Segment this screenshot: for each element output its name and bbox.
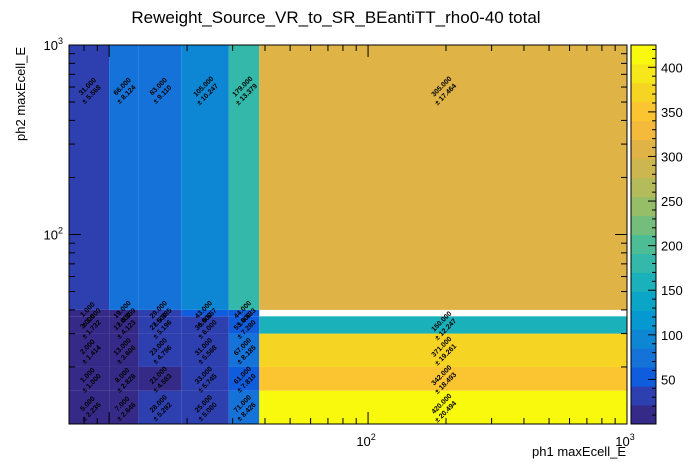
colorbar-tick-label: 50 (661, 372, 675, 387)
colorbar-frame (630, 44, 657, 425)
colorbar-segment (631, 234, 656, 254)
heatmap-cell (181, 366, 229, 391)
colorbar-segment (631, 405, 656, 425)
x-tick-label: 102 (356, 432, 375, 449)
heatmap-cell (69, 309, 110, 317)
colorbar-tick-label: 150 (661, 283, 683, 298)
heatmap-cell (228, 309, 260, 317)
heatmap-cell (181, 333, 229, 367)
y-tick-label: 103 (44, 36, 63, 53)
colorbar-segment (631, 291, 656, 311)
colorbar-segment (631, 82, 656, 103)
heatmap-cell (259, 45, 627, 310)
colorbar-segment (631, 367, 656, 387)
colorbar-segment (631, 120, 656, 141)
heatmap-cell (259, 366, 627, 391)
heatmap-cell (259, 333, 627, 367)
colorbar-segment (631, 45, 656, 65)
heatmap-cell (138, 333, 182, 367)
axis-tick-labels: 102 103 102 103 (44, 36, 635, 449)
y-tick-label: 102 (44, 226, 63, 243)
heatmap-cell (181, 45, 229, 310)
colorbar-segment (631, 253, 656, 273)
heatmap-cell (109, 390, 139, 424)
heatmap-cell (259, 390, 627, 424)
axis-ticks (68, 44, 628, 425)
heatmap-cell (259, 316, 627, 334)
colorbar-segment (631, 329, 656, 349)
colorbar-segment (631, 272, 656, 292)
colorbar-tick-label: 300 (661, 149, 683, 164)
heatmap-cell (138, 366, 182, 391)
heatmap-cell (69, 333, 110, 367)
colorbar-tick-label: 100 (661, 328, 683, 343)
heatmap-cell (138, 309, 182, 317)
heatmap-cell (109, 45, 139, 310)
colorbar-tick-label: 350 (661, 105, 683, 120)
heatmap-cells (69, 45, 627, 424)
colorbar-tick-label: 400 (661, 60, 683, 75)
colorbar-segment (631, 101, 656, 122)
x-axis-label: ph1 maxEcell_E (532, 444, 626, 459)
colorbar-segment (631, 215, 656, 235)
colorbar-segment (631, 386, 656, 406)
heatmap-cell (69, 316, 110, 334)
colorbar-segment (631, 348, 656, 368)
heatmap-cell (228, 45, 260, 310)
heatmap-cell (181, 316, 229, 334)
colorbar-tick-label: 250 (661, 194, 683, 209)
heatmap-cell (109, 333, 139, 367)
color-scale-labels: 50 100 150 200 250 300 350 400 (661, 60, 683, 387)
colorbar-segment (631, 63, 656, 84)
heatmap-cell (181, 390, 229, 424)
heatmap-cell (69, 366, 110, 391)
color-scale-bar (630, 44, 657, 425)
chart-title: Reweight_Source_VR_to_SR_BEantiTT_rho0-4… (131, 8, 540, 27)
heatmap-cell (138, 45, 182, 310)
heatmap-cell (181, 309, 229, 317)
colorbar-segment (631, 158, 656, 179)
heatmap-cell (228, 333, 260, 367)
heatmap-cell (109, 366, 139, 391)
heatmap-cell (138, 316, 182, 334)
colorbar-segment (631, 139, 656, 160)
heatmap-cell (228, 316, 260, 334)
colorbar-segment (631, 177, 656, 198)
colorbar-tick-label: 200 (661, 239, 683, 254)
heatmap-cell (228, 366, 260, 391)
heatmap-cell (69, 45, 110, 310)
heatmap-cell (138, 390, 182, 424)
heatmap-cell (109, 316, 139, 334)
y-axis-label: ph2 maxEcell_E (13, 47, 28, 141)
heatmap-cell (228, 390, 260, 424)
heatmap-cell (109, 309, 139, 317)
x-tick-label: 103 (615, 432, 634, 449)
colorbar-segment (631, 196, 656, 217)
heatmap-cell (69, 390, 110, 424)
colorbar-segment (631, 310, 656, 330)
